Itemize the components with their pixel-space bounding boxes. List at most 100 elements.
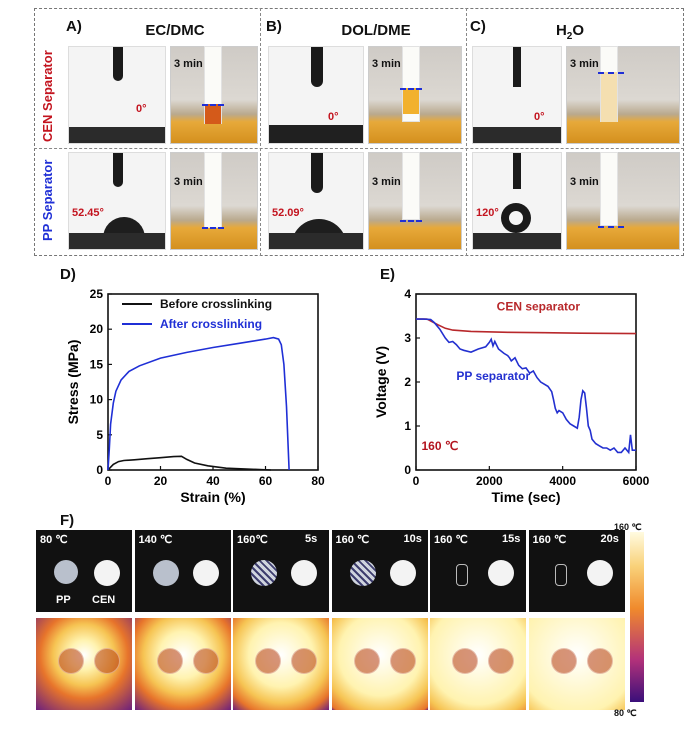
series-line-1 [107,336,290,471]
panel-f-letter: F) [60,512,75,529]
cen-drop-image-ecdmc [68,46,166,144]
y-tick-label: 2 [404,375,411,389]
x-axis-label: Strain (%) [180,489,245,505]
cen-thermal-spot [488,648,514,674]
panel-b-letter: B) [266,18,282,35]
cen-thermal-spot [192,648,219,674]
frame-time-label: 20s [600,533,619,545]
divider-ab [260,8,261,256]
frame-temperature-label: 80 ℃ [40,534,68,546]
x-tick-label: 0 [413,474,420,488]
cen-time-ecdmc: 3 min [174,58,203,70]
x-tick-label: 80 [311,474,325,488]
panel-e-letter: E) [380,266,395,283]
pp-liquid-front-h2o [598,226,624,228]
series-line-0 [416,318,637,335]
contact-angle-figure-frame [34,8,684,256]
pp-thermal-spot [255,648,281,674]
divider-bc [466,8,467,256]
y-tick-label: 25 [90,287,104,301]
x-axis-label: Time (sec) [492,489,561,505]
pp-time-ecdmc: 3 min [174,176,203,188]
x-tick-label: 40 [206,474,220,488]
pp-angle-h2o: 120° [476,207,499,219]
series-line-0 [107,455,271,471]
x-tick-label: 60 [259,474,273,488]
pp-drop-image-doldme [268,152,364,250]
cen-angle-doldme: 0° [328,111,339,123]
stress-strain-chart: 0 20 40 60 80 0 5 10 15 20 25 Strain (%) Stress (MPa… [65,287,325,505]
row-label-cen: CEN Separator [40,50,55,142]
y-axis-label: Voltage (V) [373,346,389,418]
pp-angle-doldme: 52.09° [272,207,304,219]
pp-strip-ecdmc [204,152,222,228]
pp-drop-image-ecdmc [68,152,166,250]
x-tick-label: 4000 [549,474,576,488]
pp-liquid-front-doldme [400,220,422,222]
cen-series-label: CEN separator [497,300,581,314]
pp-thermal-spot [156,648,183,674]
cen-sample [94,560,120,586]
pp-sample [152,560,179,586]
legend-label-0: Before crosslinking [160,297,272,311]
colorbar-bottom-label: 80 ℃ [614,708,637,718]
frame-temperature-label: 140 ℃ [138,534,173,546]
panel-d-letter: D) [60,266,76,283]
panel-c-letter: C) [470,18,486,35]
legend-label-1: After crosslinking [160,317,262,331]
pp-time-h2o: 3 min [570,176,599,188]
voltage-time-chart: 0 2000 4000 6000 0 1 2 3 4 Time (sec) Voltage (V) C… [373,287,650,505]
frame-time-label: 10s [403,533,422,545]
pp-thermal-spot [550,648,577,674]
pp-sample [54,560,78,584]
panel-a-title: EC/DMC [145,22,205,39]
panel-b-title: DOL/DME [341,22,411,39]
panel-c-title: H2O [520,22,620,42]
cen-drop-image-h2o [472,46,562,144]
y-tick-label: 15 [90,357,104,371]
pp-sample [251,560,277,586]
panel-a-letter: A) [66,18,82,35]
pp-drop-image-h2o [472,152,562,250]
cen-sample [291,560,317,586]
cen-sample-label: CEN [92,594,116,606]
cen-thermal-spot [291,648,317,674]
pp-sample [456,564,468,586]
colorbar-top-label: 160 ℃ [614,522,642,532]
pp-sample-label: PP [56,594,71,606]
pp-sample [349,560,376,586]
cen-angle-ecdmc: 0° [136,103,147,115]
pp-angle-ecdmc: 52.45° [72,207,104,219]
cen-thermal-spot [94,648,120,674]
cen-drop-image-doldme [268,46,364,144]
cen-time-doldme: 3 min [372,58,401,70]
x-tick-label: 20 [154,474,168,488]
y-tick-label: 0 [96,463,103,477]
cen-thermal-spot [586,648,613,674]
cen-wicking-photo-h2o [566,46,680,144]
y-tick-label: 3 [404,331,411,345]
pp-strip-doldme [402,152,420,220]
temperature-colorbar [630,532,644,702]
series-line-1 [416,318,636,455]
pp-liquid-front-ecdmc [202,227,224,229]
pp-series-label: PP separator [456,369,530,383]
cen-liquid-front-ecdmc [202,104,224,106]
y-tick-label: 0 [404,463,411,477]
cen-sample [586,560,613,586]
pp-thermal-spot [353,648,380,674]
pp-sample [554,564,567,586]
panel-c-title-tail: O [572,22,585,39]
frame-temperature-label: 160 ℃ [532,534,567,546]
row-label-pp: PP Separator [40,159,55,241]
frame-temperature-label: 160 ℃ [434,534,468,546]
cen-sample [389,560,416,586]
cen-sample [192,560,219,586]
frame-time-label: 5s [305,533,318,545]
panel-c-title-main: H [555,22,567,39]
y-tick-label: 10 [90,393,104,407]
pp-time-doldme: 3 min [372,176,401,188]
cen-sample [488,560,514,586]
y-tick-label: 4 [404,287,411,301]
y-tick-label: 1 [404,419,411,433]
